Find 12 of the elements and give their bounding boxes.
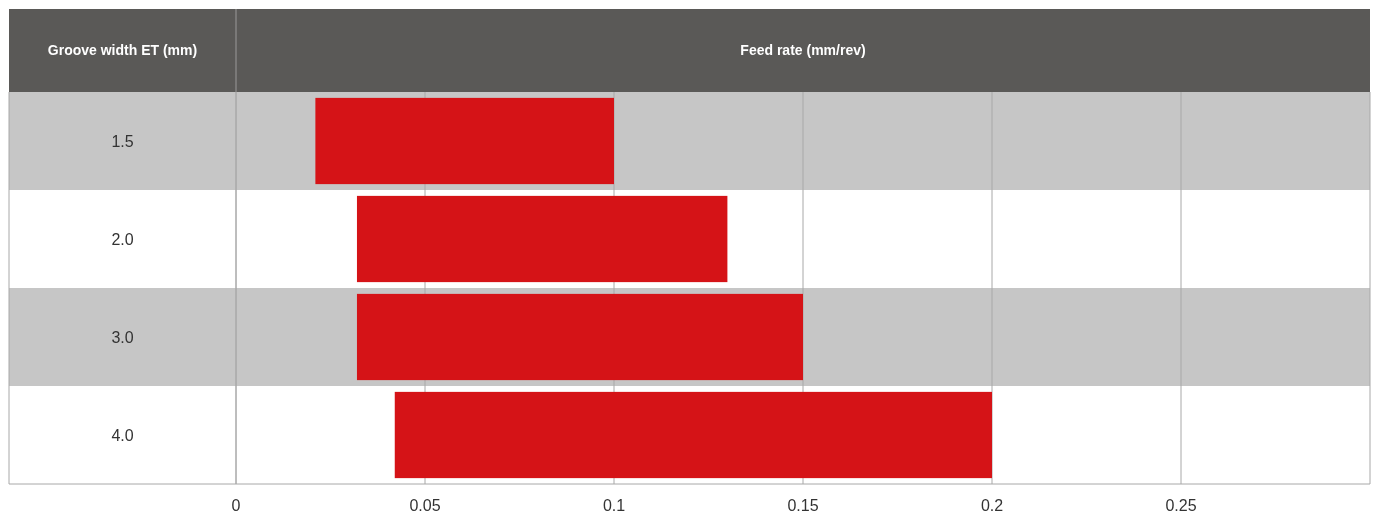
x-axis-title: Feed rate (mm/rev): [740, 42, 866, 59]
y-tick-label: 4.0: [111, 426, 134, 444]
x-tick-label: 0.2: [980, 496, 1004, 514]
y-tick-label: 3.0: [111, 328, 134, 346]
x-tick-label: 0.15: [787, 496, 819, 514]
x-tick-label: 0.1: [602, 496, 626, 514]
y-tick-label: 2.0: [111, 230, 134, 248]
y-axis-title: Groove width ET (mm): [47, 42, 198, 59]
y-tick-label: 1.5: [111, 132, 134, 150]
x-tick-label: 0: [231, 496, 241, 514]
x-tick-label: 0.05: [409, 496, 441, 514]
x-tick-label: 0.25: [1165, 496, 1197, 514]
